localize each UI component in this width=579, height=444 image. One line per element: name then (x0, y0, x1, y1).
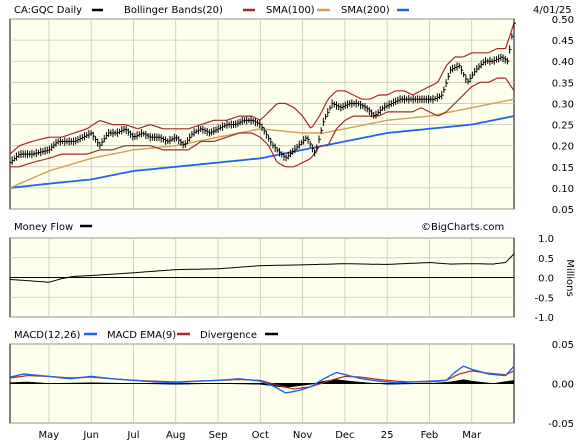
x-tick-label: Aug (166, 430, 186, 441)
watermark: ©BigCharts.com (421, 222, 504, 233)
price-y-tick-label: 0.45 (552, 36, 574, 47)
bollinger-lower-line (10, 77, 515, 168)
macd-legend: MACD(12,26) MACD EMA(9) Divergence (14, 330, 278, 341)
sma200-line (9, 115, 515, 189)
symbol-label: CA:GQC Daily (14, 5, 82, 16)
macd-series-group (9, 365, 515, 394)
bollinger-label: Bollinger Bands(20) (124, 5, 223, 16)
money-flow-ylabel: Millions (564, 259, 575, 296)
bollinger-upper-line (9, 23, 515, 155)
price-series-group (9, 19, 516, 189)
money-flow-grid (10, 237, 514, 318)
money-flow-y-tick-label: -1.0 (534, 313, 554, 324)
x-tick-label: Mar (462, 430, 482, 441)
money-flow-series-group (9, 253, 515, 283)
macd-y-tick-label: 0.05 (552, 340, 574, 351)
x-tick-label: Jul (126, 430, 139, 441)
price-y-tick-label: 0.35 (552, 78, 574, 89)
price-y-axis: 0.50 0.45 0.40 0.35 0.30 0.25 0.20 0.15 0.10 0.05 (552, 15, 574, 216)
price-y-tick-label: 0.30 (552, 99, 574, 110)
x-tick-label: Sep (209, 430, 228, 441)
divergence-area (9, 379, 515, 388)
macd-y-tick-label: 0.00 (552, 380, 574, 391)
price-grid (10, 18, 514, 210)
money-flow-y-tick-label: 0.0 (538, 274, 554, 285)
macd-y-axis: 0.05 0.00 -0.05 (548, 340, 574, 430)
price-y-tick-label: 0.05 (552, 205, 574, 216)
money-flow-y-axis: 1.0 0.5 0.0 -0.5 -1.0 (534, 234, 554, 324)
x-axis: May Jun Jul Aug Sep Oct Nov Dec 25 Feb Mar (39, 430, 482, 441)
money-flow-y-tick-label: 1.0 (538, 234, 554, 245)
x-tick-label: Oct (252, 430, 269, 441)
money-flow-legend: Money Flow ©BigCharts.com Millions (14, 222, 575, 297)
macd-line (9, 365, 515, 394)
sma200-label: SMA(200) (341, 5, 390, 16)
price-y-tick-label: 0.10 (552, 184, 574, 195)
macd-label: MACD(12,26) (14, 330, 81, 341)
price-legend: CA:GQC Daily Bollinger Bands(20) SMA(100… (14, 5, 572, 16)
price-y-tick-label: 0.15 (552, 163, 574, 174)
price-y-tick-label: 0.25 (552, 121, 574, 132)
money-flow-y-tick-label: 0.5 (538, 254, 554, 265)
x-tick-label: Jun (82, 430, 99, 441)
money-flow-line (9, 253, 515, 283)
price-y-tick-label: 0.50 (552, 15, 574, 26)
money-flow-title: Money Flow (14, 222, 73, 233)
x-tick-label: 25 (381, 430, 394, 441)
x-tick-label: Feb (421, 430, 439, 441)
price-y-tick-label: 0.20 (552, 142, 574, 153)
money-flow-y-tick-label: -0.5 (534, 293, 554, 304)
divergence-label: Divergence (200, 330, 257, 341)
x-tick-label: Nov (293, 430, 313, 441)
price-y-tick-label: 0.40 (552, 57, 574, 68)
x-tick-label: May (39, 430, 60, 441)
x-tick-label: Dec (335, 430, 354, 441)
macd-ema-label: MACD EMA(9) (107, 330, 176, 341)
macd-y-tick-label: -0.05 (548, 419, 574, 430)
price-panel-plot (9, 18, 515, 210)
sma100-label: SMA(100) (266, 5, 315, 16)
date-label: 4/01/25 (533, 5, 572, 16)
